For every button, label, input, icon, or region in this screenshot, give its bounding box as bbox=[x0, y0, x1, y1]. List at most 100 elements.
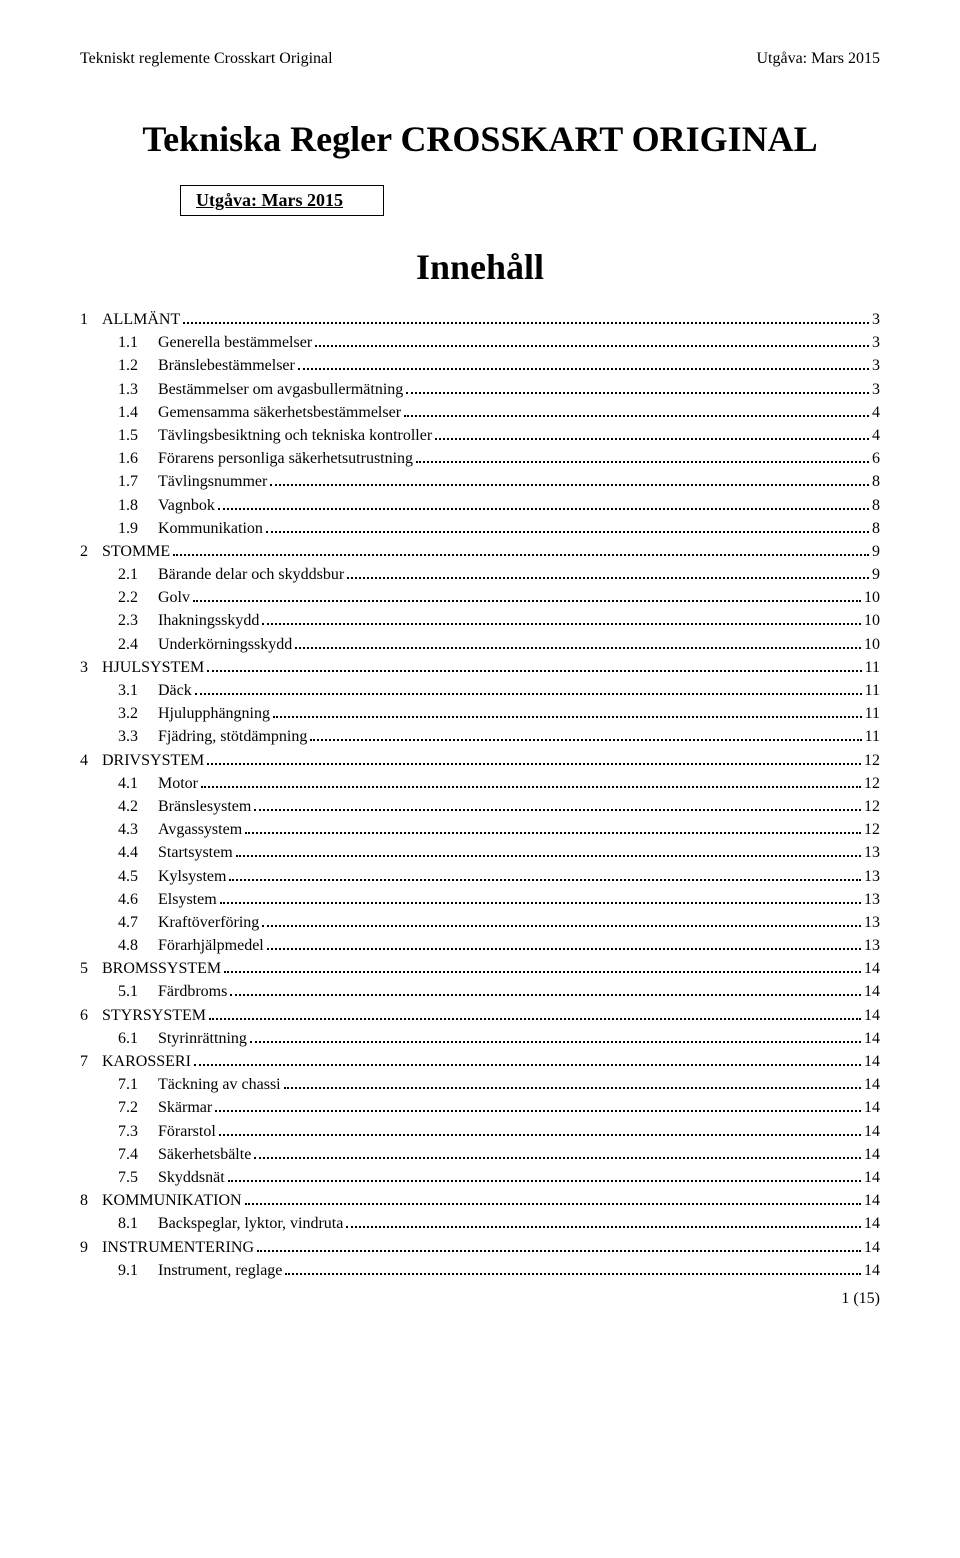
toc-number: 5 bbox=[80, 957, 102, 980]
toc-leader-dots bbox=[228, 1180, 861, 1182]
toc-line: 5BROMSSYSTEM14 bbox=[80, 957, 880, 980]
toc-line: 3.3Fjädring, stötdämpning11 bbox=[80, 725, 880, 748]
toc-label: Bärande delar och skyddsbur bbox=[158, 563, 344, 586]
toc-page-number: 14 bbox=[864, 1050, 880, 1073]
toc-number: 8 bbox=[80, 1189, 102, 1212]
toc-leader-dots bbox=[230, 994, 861, 996]
toc-leader-dots bbox=[267, 948, 861, 950]
toc-leader-dots bbox=[310, 739, 861, 741]
toc-leader-dots bbox=[262, 925, 861, 927]
toc-line: 4.2Bränslesystem12 bbox=[80, 795, 880, 818]
toc-number: 9.1 bbox=[118, 1259, 158, 1282]
toc-line: 1.5Tävlingsbesiktning och tekniska kontr… bbox=[80, 424, 880, 447]
toc-label: Färdbroms bbox=[158, 980, 227, 1003]
toc-page-number: 3 bbox=[872, 308, 880, 331]
toc-number: 5.1 bbox=[118, 980, 158, 1003]
toc-label: Backspeglar, lyktor, vindruta bbox=[158, 1212, 343, 1235]
toc-number: 9 bbox=[80, 1236, 102, 1259]
toc-number: 7 bbox=[80, 1050, 102, 1073]
toc-page-number: 9 bbox=[872, 563, 880, 586]
toc-page-number: 14 bbox=[864, 1166, 880, 1189]
toc-number: 4.4 bbox=[118, 841, 158, 864]
toc-leader-dots bbox=[195, 693, 862, 695]
toc-label: Kommunikation bbox=[158, 517, 263, 540]
subtitle-text: Utgåva: Mars 2015 bbox=[196, 190, 343, 210]
toc-line: 4.4Startsystem13 bbox=[80, 841, 880, 864]
toc-leader-dots bbox=[257, 1250, 861, 1252]
toc-page-number: 8 bbox=[872, 470, 880, 493]
toc-label: Golv bbox=[158, 586, 190, 609]
toc-page-number: 9 bbox=[872, 540, 880, 563]
toc-label: Kylsystem bbox=[158, 865, 226, 888]
toc-number: 7.3 bbox=[118, 1120, 158, 1143]
toc-leader-dots bbox=[183, 322, 869, 324]
toc-page-number: 14 bbox=[864, 1073, 880, 1096]
toc-line: 4.5Kylsystem13 bbox=[80, 865, 880, 888]
main-title: Tekniska Regler CROSSKART ORIGINAL bbox=[80, 118, 880, 160]
toc-label: Ihakningsskydd bbox=[158, 609, 259, 632]
toc-label: BROMSSYSTEM bbox=[102, 957, 221, 980]
toc-label: Bränslesystem bbox=[158, 795, 251, 818]
toc-leader-dots bbox=[207, 670, 861, 672]
toc-label: Däck bbox=[158, 679, 192, 702]
toc-leader-dots bbox=[416, 461, 869, 463]
toc-line: 8.1Backspeglar, lyktor, vindruta14 bbox=[80, 1212, 880, 1235]
toc-leader-dots bbox=[218, 508, 869, 510]
toc-line: 1.7Tävlingsnummer8 bbox=[80, 470, 880, 493]
toc-leader-dots bbox=[347, 577, 869, 579]
toc-label: Hjulupphängning bbox=[158, 702, 270, 725]
toc-leader-dots bbox=[209, 1018, 861, 1020]
toc-leader-dots bbox=[406, 392, 869, 394]
toc-line: 1.8Vagnbok8 bbox=[80, 494, 880, 517]
toc-label: Fjädring, stötdämpning bbox=[158, 725, 307, 748]
header-left: Tekniskt reglemente Crosskart Original bbox=[80, 50, 333, 68]
toc-leader-dots bbox=[201, 786, 861, 788]
toc-line: 1.4Gemensamma säkerhetsbestämmelser4 bbox=[80, 401, 880, 424]
toc-label: Förarstol bbox=[158, 1120, 216, 1143]
toc-leader-dots bbox=[295, 647, 861, 649]
toc-leader-dots bbox=[220, 902, 861, 904]
toc-line: 7.2Skärmar14 bbox=[80, 1096, 880, 1119]
toc-leader-dots bbox=[273, 716, 862, 718]
toc-number: 3.3 bbox=[118, 725, 158, 748]
toc-label: Bränslebestämmelser bbox=[158, 354, 295, 377]
toc-page-number: 12 bbox=[864, 818, 880, 841]
toc-number: 4.7 bbox=[118, 911, 158, 934]
toc-label: Förarens personliga säkerhetsutrustning bbox=[158, 447, 413, 470]
toc-page-number: 14 bbox=[864, 1143, 880, 1166]
toc-number: 1.9 bbox=[118, 517, 158, 540]
toc-label: Instrument, reglage bbox=[158, 1259, 282, 1282]
toc-line: 4DRIVSYSTEM12 bbox=[80, 749, 880, 772]
toc-page-number: 10 bbox=[864, 633, 880, 656]
toc-number: 4.2 bbox=[118, 795, 158, 818]
toc-page-number: 14 bbox=[864, 1212, 880, 1235]
toc-page-number: 6 bbox=[872, 447, 880, 470]
toc-line: 3.2Hjulupphängning11 bbox=[80, 702, 880, 725]
page-footer: 1 (15) bbox=[80, 1290, 880, 1308]
toc-label: Generella bestämmelser bbox=[158, 331, 312, 354]
toc-page-number: 12 bbox=[864, 772, 880, 795]
toc-leader-dots bbox=[193, 600, 861, 602]
toc-leader-dots bbox=[245, 1203, 861, 1205]
toc-line: 2.3Ihakningsskydd10 bbox=[80, 609, 880, 632]
toc-label: Skärmar bbox=[158, 1096, 212, 1119]
toc-line: 3HJULSYSTEM11 bbox=[80, 656, 880, 679]
toc-leader-dots bbox=[250, 1041, 861, 1043]
toc-label: Avgassystem bbox=[158, 818, 242, 841]
toc-page-number: 13 bbox=[864, 934, 880, 957]
toc-page-number: 8 bbox=[872, 494, 880, 517]
toc-label: Tävlingsbesiktning och tekniska kontroll… bbox=[158, 424, 432, 447]
toc-page-number: 3 bbox=[872, 378, 880, 401]
toc-leader-dots bbox=[266, 531, 869, 533]
toc-label: INSTRUMENTERING bbox=[102, 1236, 254, 1259]
toc-page-number: 13 bbox=[864, 888, 880, 911]
toc-line: 2.1Bärande delar och skyddsbur9 bbox=[80, 563, 880, 586]
toc-number: 2 bbox=[80, 540, 102, 563]
toc-line: 7.5Skyddsnät14 bbox=[80, 1166, 880, 1189]
toc-line: 1.9Kommunikation8 bbox=[80, 517, 880, 540]
toc-leader-dots bbox=[224, 971, 861, 973]
toc-number: 1 bbox=[80, 308, 102, 331]
toc-line: 4.6Elsystem13 bbox=[80, 888, 880, 911]
toc-page-number: 4 bbox=[872, 401, 880, 424]
toc-line: 2STOMME9 bbox=[80, 540, 880, 563]
